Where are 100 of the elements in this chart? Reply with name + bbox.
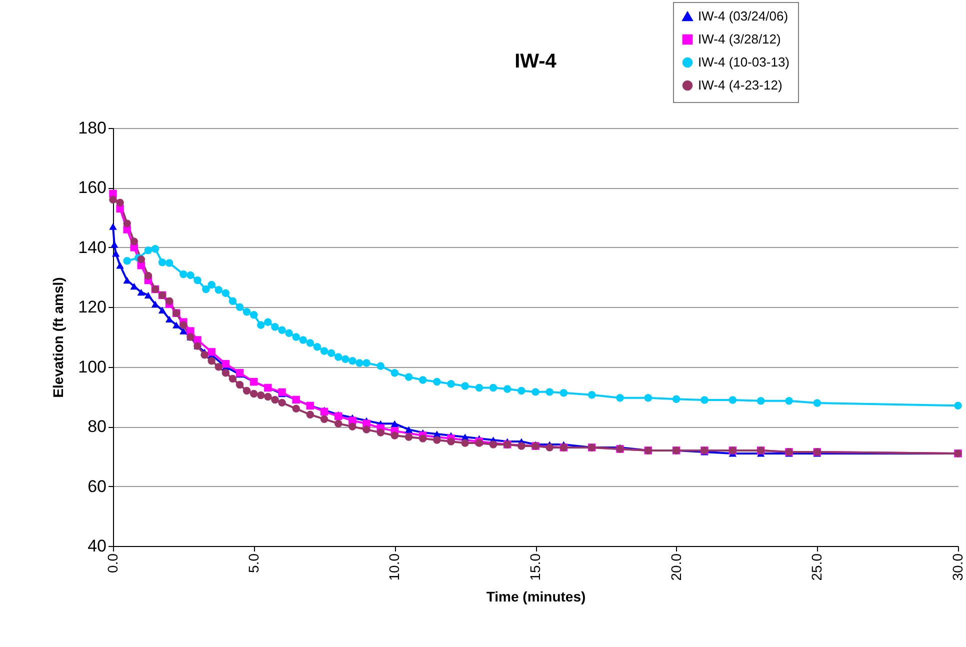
point <box>151 245 160 253</box>
point <box>418 376 427 384</box>
point <box>447 380 455 388</box>
point <box>242 308 251 316</box>
point <box>489 384 498 392</box>
point <box>130 282 138 290</box>
x-axis-title: Time (minutes) <box>486 588 586 605</box>
point <box>390 420 399 427</box>
legend-label: IW-4 (4-23-12) <box>698 78 782 92</box>
point <box>560 388 568 397</box>
point <box>306 410 314 418</box>
point <box>532 388 540 396</box>
point <box>208 357 216 365</box>
point <box>144 292 152 299</box>
point <box>616 394 624 402</box>
point <box>271 322 279 331</box>
x-tick-label: 25.0 <box>808 553 825 581</box>
point <box>348 422 356 430</box>
point <box>390 432 399 440</box>
y-tick-label: 80 <box>88 417 106 436</box>
point <box>123 276 131 284</box>
point <box>202 285 210 294</box>
point <box>376 428 384 436</box>
point <box>109 223 117 230</box>
point <box>144 246 152 254</box>
legend-label: IW-4 (10-03-13) <box>698 54 790 70</box>
point <box>264 392 272 401</box>
point <box>236 303 244 312</box>
point <box>222 360 230 368</box>
point <box>123 220 131 228</box>
y-tick-label: 60 <box>88 476 106 496</box>
x-tick-label: 20.0 <box>668 553 684 581</box>
point <box>222 368 230 377</box>
point <box>503 385 512 393</box>
point <box>165 259 174 267</box>
point <box>433 378 441 386</box>
point <box>194 276 202 284</box>
point <box>546 444 554 452</box>
point <box>588 391 596 399</box>
point <box>418 434 427 442</box>
point <box>334 420 342 428</box>
legend-label: IW-4 (03/24/06) <box>698 8 788 24</box>
point <box>728 396 737 404</box>
point <box>109 196 117 204</box>
y-tick-label: 100 <box>78 357 106 376</box>
point <box>320 415 328 423</box>
point <box>292 404 300 413</box>
point <box>376 362 384 370</box>
point <box>116 262 124 269</box>
x-tick-label: 30.0 <box>950 553 966 581</box>
point <box>447 438 455 446</box>
point <box>320 347 328 355</box>
point <box>475 384 484 392</box>
point <box>356 359 364 367</box>
point <box>110 241 118 248</box>
point <box>130 238 138 246</box>
point <box>785 397 793 405</box>
point <box>257 321 265 329</box>
point <box>180 328 188 334</box>
point <box>116 198 124 207</box>
point <box>242 386 251 395</box>
point <box>813 399 822 407</box>
y-axis-title: Elevation (ft amsl) <box>50 277 66 398</box>
point <box>342 355 350 363</box>
point <box>489 440 498 448</box>
point <box>228 374 237 383</box>
y-tick-label: 140 <box>78 238 106 257</box>
chart-title: IW-4 <box>514 50 558 72</box>
point <box>264 318 272 326</box>
point <box>250 311 258 319</box>
point <box>404 373 413 381</box>
point <box>158 258 166 266</box>
point <box>186 271 194 280</box>
point <box>546 388 554 396</box>
point <box>461 382 469 390</box>
point <box>285 329 293 337</box>
y-tick-label: 120 <box>78 298 106 317</box>
point <box>404 433 413 441</box>
point <box>518 386 526 395</box>
point <box>390 368 399 377</box>
point <box>236 380 244 389</box>
x-tick-label: 10.0 <box>386 553 402 581</box>
point <box>756 397 765 405</box>
point <box>172 322 180 328</box>
point <box>144 272 152 280</box>
point <box>518 442 526 450</box>
point <box>200 351 208 359</box>
point <box>158 306 166 314</box>
point <box>306 339 314 347</box>
point <box>137 256 146 264</box>
x-tick-label: 5.0 <box>245 553 262 573</box>
point <box>320 408 328 416</box>
point <box>228 297 237 306</box>
point <box>165 297 174 306</box>
point <box>112 250 120 257</box>
point <box>208 280 216 289</box>
y-tick-label: 160 <box>78 178 106 198</box>
point <box>214 362 222 371</box>
x-tick-label: 0.0 <box>104 553 120 573</box>
point <box>672 395 680 403</box>
